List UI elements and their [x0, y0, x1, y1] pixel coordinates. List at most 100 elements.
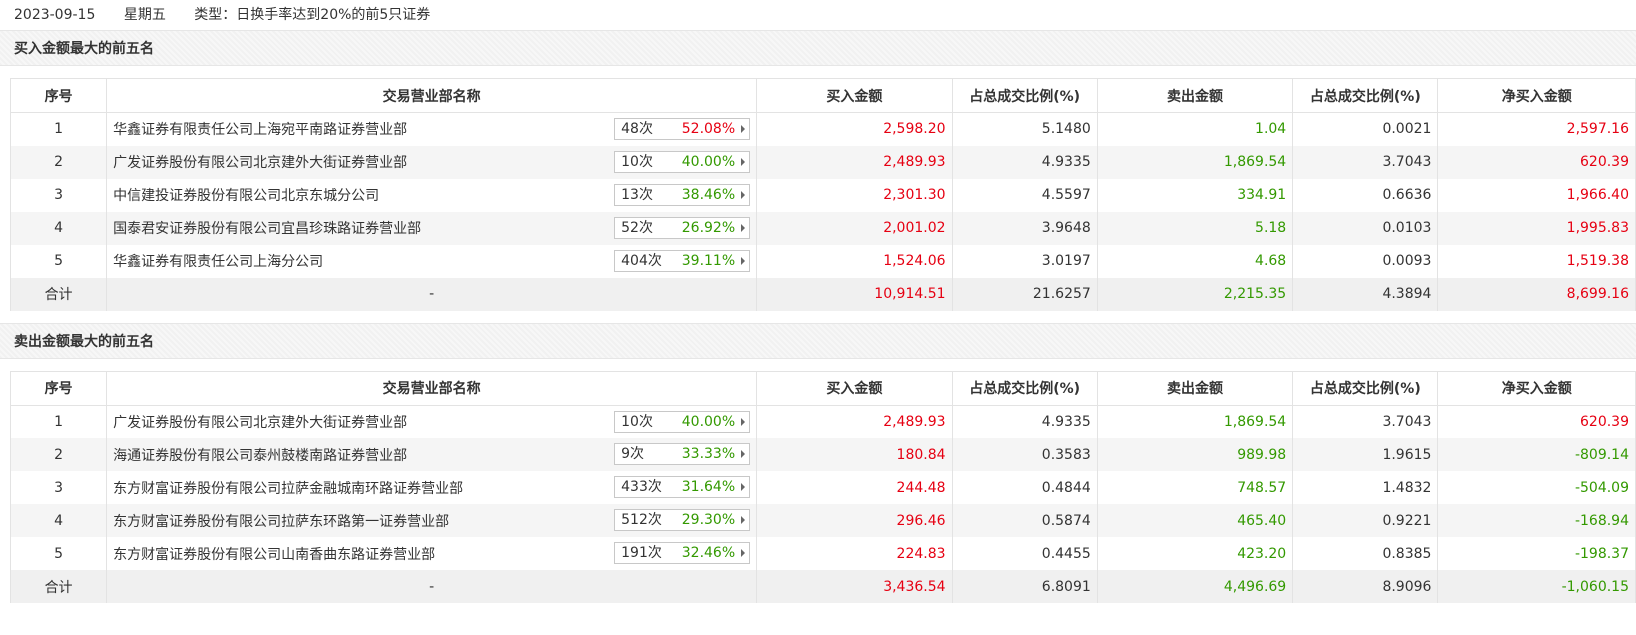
branch-name-cell: 国泰君安证券股份有限公司宜昌珍珠路证券营业部 52次 26.92% — [106, 211, 758, 245]
table-row: 5 华鑫证券有限责任公司上海分公司 404次 39.11% 1,524.06 3.0197… — [9, 244, 1636, 278]
col-sell-amount: 卖出金额 — [1096, 78, 1294, 113]
total-sell-ratio: 8.9096 — [1292, 570, 1439, 603]
branch-name[interactable]: 东方财富证券股份有限公司拉萨金融城南环路证券营业部 — [113, 480, 464, 497]
sell-amount: 5.18 — [1096, 211, 1294, 245]
buy-ratio: 4.9335 — [951, 145, 1098, 179]
buy-amount: 2,489.93 — [756, 145, 953, 179]
total-name: - — [106, 570, 758, 603]
sell-ratio: 0.0021 — [1292, 112, 1439, 146]
sell-ratio: 1.9615 — [1292, 438, 1439, 471]
triangle-right-icon — [741, 190, 746, 199]
net-buy-amount: 620.39 — [1437, 405, 1636, 438]
sell-ratio: 0.8385 — [1292, 537, 1439, 570]
sell-amount: 748.57 — [1096, 471, 1294, 504]
table-header-row: 序号 交易营业部名称 买入金额 占总成交比例(%) 卖出金额 占总成交比例(%)… — [9, 78, 1636, 113]
col-net-buy: 净买入金额 — [1437, 78, 1636, 113]
buy-amount: 1,524.06 — [756, 244, 953, 278]
branch-name-cell: 东方财富证券股份有限公司拉萨东环路第一证券营业部 512次 29.30% — [106, 504, 758, 537]
buy-ratio: 0.4455 — [951, 537, 1098, 570]
sell-top5-table: 序号 交易营业部名称 买入金额 占总成交比例(%) 卖出金额 占总成交比例(%)… — [9, 370, 1636, 603]
row-index: 2 — [9, 438, 108, 471]
appearance-count: 191次 — [621, 545, 662, 561]
appearance-count: 10次 — [621, 413, 653, 430]
buy-ratio: 0.5874 — [951, 504, 1098, 537]
branch-name[interactable]: 东方财富证券股份有限公司山南香曲东路证券营业部 — [113, 546, 436, 563]
col-index: 序号 — [9, 78, 108, 113]
branch-stats-badge[interactable]: 48次 52.08% — [614, 118, 751, 140]
net-buy-amount: 1,519.38 — [1437, 244, 1636, 278]
total-label: 合计 — [9, 277, 108, 311]
branch-stats-badge[interactable]: 433次 31.64% — [614, 476, 751, 498]
net-buy-amount: 620.39 — [1437, 145, 1636, 179]
branch-name[interactable]: 海通证券股份有限公司泰州鼓楼南路证券营业部 — [113, 447, 408, 464]
branch-name[interactable]: 中信建投证券股份有限公司北京东城分公司 — [113, 188, 380, 204]
appearance-count: 10次 — [621, 153, 653, 170]
buy-ratio: 4.9335 — [951, 405, 1098, 438]
net-buy-amount: -809.14 — [1437, 438, 1636, 471]
branch-stats-badge[interactable]: 10次 40.00% — [614, 410, 751, 433]
branch-stats-badge[interactable]: 9次 33.33% — [614, 443, 751, 465]
total-sell-ratio: 4.3894 — [1292, 277, 1439, 311]
branch-name[interactable]: 华鑫证券有限责任公司上海宛平南路证券营业部 — [113, 122, 408, 139]
branch-name-cell: 海通证券股份有限公司泰州鼓楼南路证券营业部 9次 33.33% — [106, 438, 758, 471]
branch-stats-badge[interactable]: 52次 26.92% — [614, 216, 751, 239]
buy-amount: 244.48 — [756, 471, 953, 504]
branch-stats-badge[interactable]: 191次 32.46% — [614, 542, 751, 564]
triangle-right-icon — [741, 417, 746, 426]
appearance-count: 512次 — [621, 512, 662, 528]
appearance-count: 9次 — [621, 446, 645, 462]
sell-amount: 989.98 — [1096, 438, 1294, 471]
col-branch-name: 交易营业部名称 — [106, 370, 758, 406]
rise-probability: 29.30% — [681, 512, 736, 528]
sell-amount: 465.40 — [1096, 504, 1294, 537]
buy-ratio: 0.4844 — [951, 471, 1098, 504]
appearance-count: 433次 — [621, 479, 662, 495]
branch-name[interactable]: 国泰君安证券股份有限公司宜昌珍珠路证券营业部 — [113, 221, 422, 237]
buy-section-title: 买入金额最大的前五名 — [0, 30, 1636, 66]
net-buy-amount: -168.94 — [1437, 504, 1636, 537]
buy-amount: 2,598.20 — [756, 112, 953, 146]
branch-stats-badge[interactable]: 10次 40.00% — [614, 150, 751, 173]
rise-probability: 32.46% — [681, 545, 736, 561]
branch-name[interactable]: 华鑫证券有限责任公司上海分公司 — [113, 254, 324, 270]
sell-ratio: 3.7043 — [1292, 405, 1439, 438]
sell-amount: 1.04 — [1096, 112, 1294, 146]
col-sell-amount: 卖出金额 — [1096, 370, 1294, 406]
branch-stats-badge[interactable]: 404次 39.11% — [614, 249, 751, 272]
buy-amount: 2,301.30 — [756, 178, 953, 212]
triangle-right-icon — [741, 223, 746, 232]
list-type: 类型：日换手率达到20%的前5只证券 — [194, 7, 431, 23]
col-branch-name: 交易营业部名称 — [106, 78, 758, 113]
buy-amount: 224.83 — [756, 537, 953, 570]
col-index: 序号 — [9, 370, 108, 406]
buy-ratio: 5.1480 — [951, 112, 1098, 146]
col-net-buy: 净买入金额 — [1437, 370, 1636, 406]
buy-amount: 2,001.02 — [756, 211, 953, 245]
rise-probability: 39.11% — [681, 252, 736, 269]
branch-stats-badge[interactable]: 512次 29.30% — [614, 509, 751, 531]
rise-probability: 40.00% — [681, 413, 736, 430]
branch-name-cell: 中信建投证券股份有限公司北京东城分公司 13次 38.46% — [106, 178, 758, 212]
sell-amount: 4.68 — [1096, 244, 1294, 278]
net-buy-amount: 2,597.16 — [1437, 112, 1636, 146]
rise-probability: 40.00% — [681, 153, 736, 170]
total-buy-ratio: 6.8091 — [951, 570, 1098, 603]
sell-ratio: 0.6636 — [1292, 178, 1439, 212]
appearance-count: 404次 — [621, 252, 662, 269]
total-row: 合计 -3,436.54 6.8091 4,496.69 8.9096 -1,060.15 — [9, 570, 1636, 603]
table-row: 2 广发证券股份有限公司北京建外大街证券营业部 10次 40.00% 2,489.93 4… — [9, 145, 1636, 179]
net-buy-amount: -504.09 — [1437, 471, 1636, 504]
trade-date: 2023-09-15 — [14, 7, 96, 23]
col-buy-amount: 买入金额 — [756, 78, 953, 113]
row-index: 4 — [9, 504, 108, 537]
branch-name[interactable]: 广发证券股份有限公司北京建外大街证券营业部 — [113, 155, 408, 171]
total-buy-amount: 10,914.51 — [756, 277, 953, 311]
table-row: 4 东方财富证券股份有限公司拉萨东环路第一证券营业部 512次 29.30% 296.4… — [9, 504, 1636, 537]
branch-name[interactable]: 广发证券股份有限公司北京建外大街证券营业部 — [113, 414, 408, 431]
col-buy-ratio: 占总成交比例(%) — [951, 78, 1098, 113]
branch-stats-badge[interactable]: 13次 38.46% — [614, 183, 751, 206]
branch-name-cell: 华鑫证券有限责任公司上海分公司 404次 39.11% — [106, 244, 758, 278]
branch-name[interactable]: 东方财富证券股份有限公司拉萨东环路第一证券营业部 — [113, 513, 450, 530]
buy-ratio: 3.0197 — [951, 244, 1098, 278]
triangle-right-icon — [741, 483, 746, 491]
